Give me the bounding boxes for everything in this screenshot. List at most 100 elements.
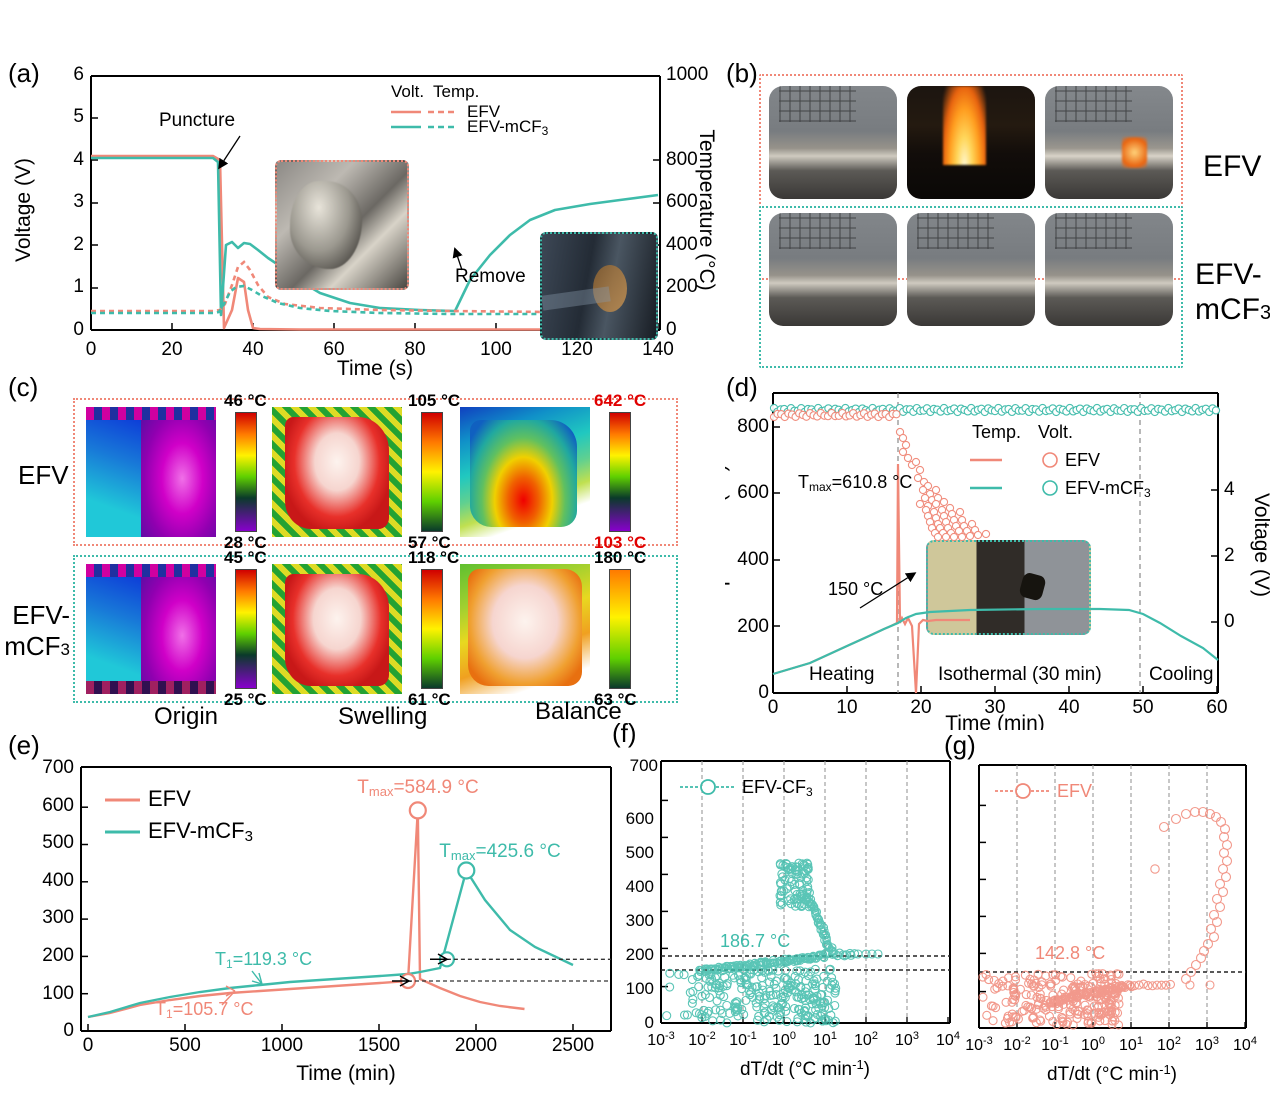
svg-text:Tmax=425.6 °C: Tmax=425.6 °C: [439, 841, 560, 863]
svg-text:0: 0: [73, 319, 84, 340]
svg-text:Cooling: Cooling: [1149, 664, 1213, 685]
svg-text:EFV-mCF3: EFV-mCF3: [148, 818, 253, 845]
svg-text:600: 600: [42, 795, 74, 816]
svg-text:101: 101: [1119, 1035, 1143, 1054]
svg-text:40: 40: [242, 339, 263, 360]
svg-text:2: 2: [1224, 545, 1235, 566]
svg-text:300: 300: [626, 911, 654, 930]
svg-text:Voltage (V): Voltage (V): [12, 158, 35, 262]
svg-text:200: 200: [42, 945, 74, 966]
svg-text:700: 700: [42, 757, 74, 778]
svg-text:dT/dt (°C min-1): dT/dt (°C min-1): [740, 1057, 870, 1080]
svg-text:600: 600: [626, 809, 654, 828]
svg-text:1000: 1000: [666, 64, 708, 85]
svg-text:1500: 1500: [358, 1035, 400, 1056]
svg-text:20: 20: [161, 339, 182, 360]
svg-text:EFV: EFV: [148, 786, 191, 811]
svg-text:Puncture: Puncture: [159, 110, 235, 131]
svg-text:600: 600: [666, 191, 698, 212]
svg-text:50: 50: [1132, 697, 1153, 718]
svg-text:Time (min): Time (min): [296, 1062, 396, 1085]
svg-text:0: 0: [63, 1020, 74, 1041]
svg-text:100: 100: [1081, 1035, 1105, 1054]
svg-text:10-2: 10-2: [1003, 1035, 1031, 1054]
svg-text:Temp.: Temp.: [972, 422, 1021, 442]
svg-text:Voltage (V): Voltage (V): [1250, 493, 1270, 597]
svg-text:Volt.: Volt.: [391, 82, 424, 101]
svg-text:T1=105.7 °C: T1=105.7 °C: [155, 999, 253, 1021]
svg-text:0: 0: [86, 339, 97, 360]
svg-text:800: 800: [666, 149, 698, 170]
svg-text:100: 100: [626, 979, 654, 998]
svg-text:10-2: 10-2: [688, 1030, 716, 1049]
svg-text:300: 300: [42, 907, 74, 928]
svg-text:102: 102: [854, 1030, 878, 1049]
svg-text:Volt.: Volt.: [1038, 422, 1073, 442]
svg-text:20: 20: [910, 697, 931, 718]
svg-text:EFV-mCF3: EFV-mCF3: [1065, 478, 1151, 500]
svg-text:120: 120: [561, 339, 593, 360]
svg-text:150 °C: 150 °C: [828, 579, 883, 599]
svg-text:0: 0: [645, 1013, 654, 1032]
svg-text:0: 0: [768, 697, 779, 718]
svg-text:10: 10: [836, 697, 857, 718]
svg-text:400: 400: [666, 234, 698, 255]
svg-text:500: 500: [626, 843, 654, 862]
svg-text:EFV-mCF3: EFV-mCF3: [467, 117, 549, 138]
svg-text:Tmax=584.9 °C: Tmax=584.9 °C: [357, 777, 478, 799]
svg-text:10-3: 10-3: [965, 1035, 993, 1054]
svg-text:6: 6: [73, 64, 84, 85]
svg-text:Temperature (°C): Temperature (°C): [695, 129, 718, 290]
svg-text:400: 400: [626, 877, 654, 896]
svg-text:40: 40: [1058, 697, 1079, 718]
svg-text:100: 100: [480, 339, 512, 360]
svg-text:200: 200: [626, 945, 654, 964]
svg-text:2000: 2000: [455, 1035, 497, 1056]
svg-text:Remove: Remove: [455, 266, 526, 287]
svg-text:103: 103: [1195, 1035, 1219, 1054]
svg-text:3: 3: [73, 191, 84, 212]
svg-text:4: 4: [73, 149, 84, 170]
svg-text:600: 600: [737, 482, 769, 503]
svg-text:101: 101: [813, 1030, 837, 1049]
svg-text:100: 100: [772, 1030, 796, 1049]
svg-text:0: 0: [666, 319, 677, 340]
svg-text:200: 200: [666, 276, 698, 297]
svg-text:2: 2: [73, 234, 84, 255]
svg-text:60: 60: [1206, 697, 1227, 718]
svg-text:186.7 °C: 186.7 °C: [720, 931, 790, 951]
svg-text:400: 400: [42, 870, 74, 891]
svg-text:Isothermal (30 min): Isothermal (30 min): [938, 664, 1102, 685]
svg-text:103: 103: [895, 1030, 919, 1049]
svg-text:Temp.: Temp.: [433, 82, 479, 101]
svg-text:0: 0: [1224, 611, 1235, 632]
svg-text:4: 4: [1224, 479, 1235, 500]
svg-text:Time (s): Time (s): [337, 357, 413, 380]
svg-text:Temperature (°C): Temperature (°C): [725, 464, 730, 625]
svg-text:1: 1: [73, 276, 84, 297]
svg-text:140: 140: [642, 339, 674, 360]
svg-text:500: 500: [42, 832, 74, 853]
svg-text:142.8 °C: 142.8 °C: [1035, 943, 1105, 963]
svg-text:T1=119.3 °C: T1=119.3 °C: [215, 949, 312, 971]
svg-text:500: 500: [169, 1035, 201, 1056]
svg-text:10-1: 10-1: [729, 1030, 757, 1049]
svg-text:Tmax=610.8 °C: Tmax=610.8 °C: [798, 472, 912, 494]
svg-text:100: 100: [42, 983, 74, 1004]
svg-text:10-1: 10-1: [1041, 1035, 1069, 1054]
svg-text:dT/dt (°C min-1): dT/dt (°C min-1): [1047, 1062, 1177, 1085]
svg-text:Time (min): Time (min): [945, 712, 1045, 730]
svg-text:104: 104: [1233, 1035, 1257, 1054]
svg-text:EFV-CF3: EFV-CF3: [742, 777, 813, 799]
svg-text:EFV: EFV: [1065, 450, 1100, 470]
svg-text:700: 700: [630, 756, 658, 775]
svg-text:2500: 2500: [552, 1035, 594, 1056]
svg-text:EFV: EFV: [1057, 781, 1092, 801]
svg-text:10-3: 10-3: [647, 1030, 675, 1049]
svg-text:200: 200: [737, 616, 769, 637]
svg-text:5: 5: [73, 106, 84, 127]
svg-text:400: 400: [737, 549, 769, 570]
svg-text:Heating: Heating: [809, 664, 875, 685]
svg-text:800: 800: [737, 416, 769, 437]
svg-text:1000: 1000: [261, 1035, 303, 1056]
